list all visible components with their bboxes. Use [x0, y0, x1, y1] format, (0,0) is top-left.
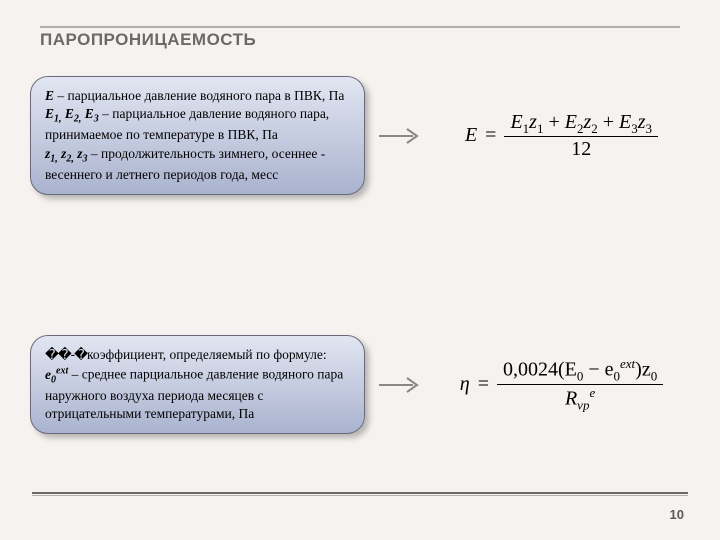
sym-E3: E3 — [85, 106, 99, 121]
slide-title: ПАРОПРОНИЦАЕМОСТЬ — [40, 30, 680, 50]
arrow-icon — [377, 375, 421, 395]
footer-rule — [32, 492, 688, 496]
definition-box-1: E – парциальное давление водяного пара в… — [30, 76, 365, 195]
def-e0ext: – среднее парциальное давление водяного … — [45, 367, 343, 421]
definition-box-2: ��-�коэффициент, определяемый по формуле… — [30, 335, 365, 434]
arrow-icon — [377, 126, 421, 146]
f1-lhs: E — [465, 124, 477, 147]
sym-z2: z2, — [61, 146, 74, 161]
sym-z3: z3 — [77, 146, 87, 161]
sym-E2: E2, — [65, 106, 82, 121]
formula-2: η = 0,0024(E0 − e0ext)z0 Rvpe — [433, 356, 690, 414]
sym-e0ext: e0ext — [45, 367, 68, 382]
row-2: ��-�коэффициент, определяемый по формуле… — [30, 335, 690, 434]
f2-lhs: η — [460, 373, 470, 396]
glitch-chars: ��-� — [45, 347, 87, 362]
formula-1: E = E1z1 + E2z2 + E3z3 12 — [433, 110, 690, 162]
sym-E: E — [45, 88, 54, 103]
def-E: – парциальное давление водяного пара в П… — [54, 88, 344, 103]
page-number: 10 — [670, 507, 684, 522]
def-coeff: коэффициент, определяемый по формуле: — [87, 347, 327, 362]
sym-E1: E1, — [45, 106, 62, 121]
sym-z1: z1, — [45, 146, 58, 161]
row-1: E – парциальное давление водяного пара в… — [30, 76, 690, 195]
